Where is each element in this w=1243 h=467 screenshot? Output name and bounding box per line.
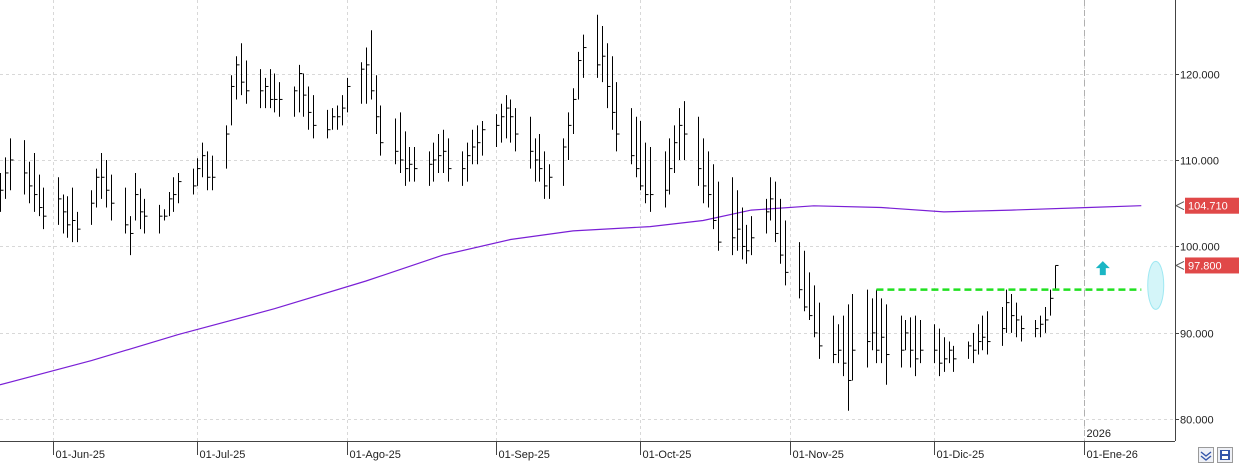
plot-area <box>0 0 1175 441</box>
y-tick-label: 110.000 <box>1180 156 1219 168</box>
moving-average-layer <box>0 205 1142 386</box>
x-tick-label: 01-Jul-25 <box>200 449 246 461</box>
x-axis: 01-Jun-25 01-Jul-25 01-Ago-25 01-Sep-25 01-O… <box>0 428 1175 461</box>
y-tick-label: 100.000 <box>1180 242 1220 254</box>
y-tick-label: 90.000 <box>1180 329 1214 341</box>
moving-average-line <box>0 205 1142 386</box>
price-badge <box>1185 257 1239 274</box>
overlay-layer <box>876 260 1165 310</box>
year-label: 2026 <box>1087 428 1111 440</box>
x-tick-label: 01-Oct-25 <box>643 449 692 461</box>
y-tick-label: 80.000 <box>1180 415 1214 427</box>
y-axis: 80.000 90.000 100.000 110.000 120.000 104.710… <box>1175 0 1239 441</box>
y-tick-label: 120.000 <box>1180 70 1220 82</box>
price-badge-label: 104.710 <box>1188 201 1228 213</box>
x-tick-label: 01-Ago-25 <box>350 449 401 461</box>
save-icon[interactable] <box>1217 447 1233 463</box>
x-tick-label: 01-Dic-25 <box>937 449 985 461</box>
price-badge <box>1185 197 1239 214</box>
x-tick-label: 01-Jun-25 <box>56 449 106 461</box>
highlight-ellipse <box>1147 260 1165 310</box>
x-tick-label: 01-Sep-25 <box>499 449 550 461</box>
price-pointer <box>1175 261 1185 270</box>
price-badge-label: 97.800 <box>1188 260 1222 272</box>
collapse-icon[interactable] <box>1198 447 1214 463</box>
x-tick-label: 01-Ene-26 <box>1087 449 1138 461</box>
grid <box>0 0 1175 441</box>
price-bars <box>0 14 1059 411</box>
price-pointer <box>1175 201 1185 211</box>
x-tick-label: 01-Nov-25 <box>793 449 844 461</box>
arrow-up-icon <box>1095 261 1110 276</box>
